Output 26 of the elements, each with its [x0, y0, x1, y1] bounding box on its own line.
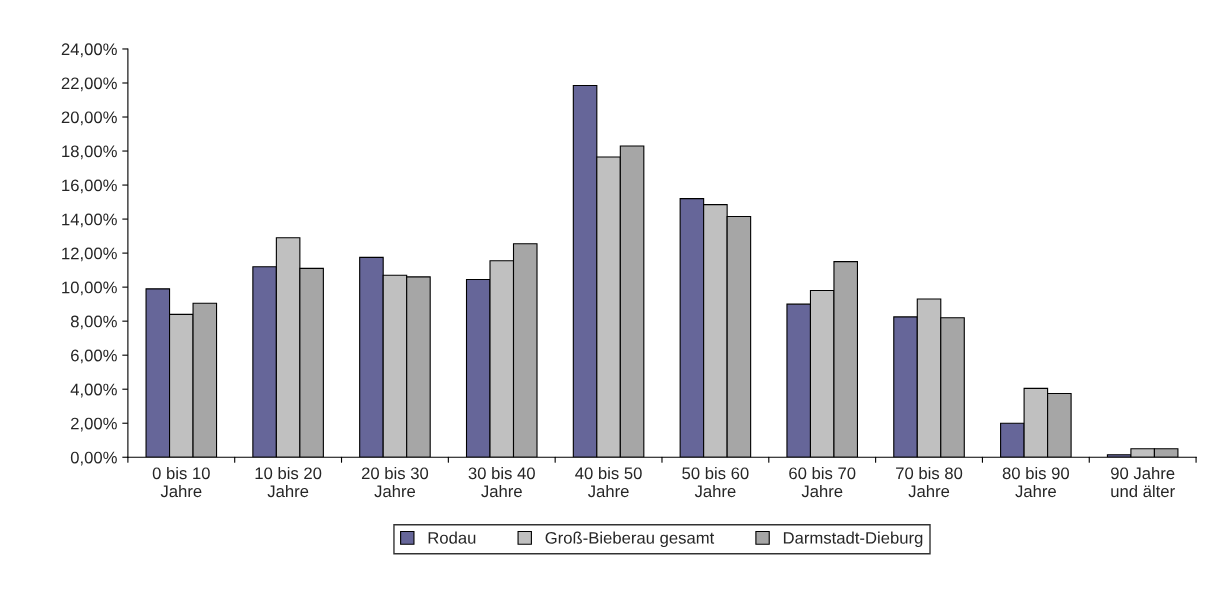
x-tick-label: 0 bis 10 Jahre — [152, 466, 210, 498]
y-tick-label: 24,00% — [61, 43, 117, 58]
x-tick-label: 40 bis 50 Jahre — [575, 466, 642, 498]
x-tick-label: 70 bis 80 Jahre — [896, 466, 963, 498]
legend-label: Rodau — [428, 531, 476, 544]
y-tick-label: 6,00% — [71, 349, 117, 364]
y-tick-label: 10,00% — [62, 281, 117, 296]
y-tick-label: 8,00% — [70, 315, 117, 330]
x-tick-label: 50 bis 60 Jahre — [682, 466, 749, 498]
legend-label: Darmstadt-Dieburg — [783, 531, 923, 548]
y-tick-label: 22,00% — [61, 77, 117, 92]
y-tick-label: 4,00% — [70, 383, 117, 398]
x-tick-label: 30 bis 40 Jahre — [468, 466, 535, 498]
x-tick-label: 90 Jahre und älter — [1111, 466, 1175, 498]
y-tick-label: 16,00% — [62, 179, 117, 194]
y-tick-label: 18,00% — [62, 145, 117, 160]
y-tick-label: 14,00% — [62, 213, 117, 228]
x-tick-label: 80 bis 90 Jahre — [1002, 466, 1070, 498]
legend-label: Groß-Bieberau gesamt — [545, 531, 715, 548]
x-tick-label: 60 bis 70 Jahre — [789, 466, 856, 498]
y-tick-label: 20,00% — [61, 111, 117, 126]
x-tick-label: 10 bis 20 Jahre — [255, 466, 322, 498]
x-tick-label: 20 bis 30 Jahre — [361, 466, 429, 498]
y-tick-label: 12,00% — [62, 247, 117, 262]
y-tick-label: 2,00% — [71, 417, 117, 432]
y-tick-label: 0,00% — [70, 451, 117, 466]
